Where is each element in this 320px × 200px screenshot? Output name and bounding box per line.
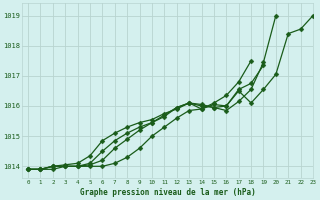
X-axis label: Graphe pression niveau de la mer (hPa): Graphe pression niveau de la mer (hPa) xyxy=(80,188,255,197)
